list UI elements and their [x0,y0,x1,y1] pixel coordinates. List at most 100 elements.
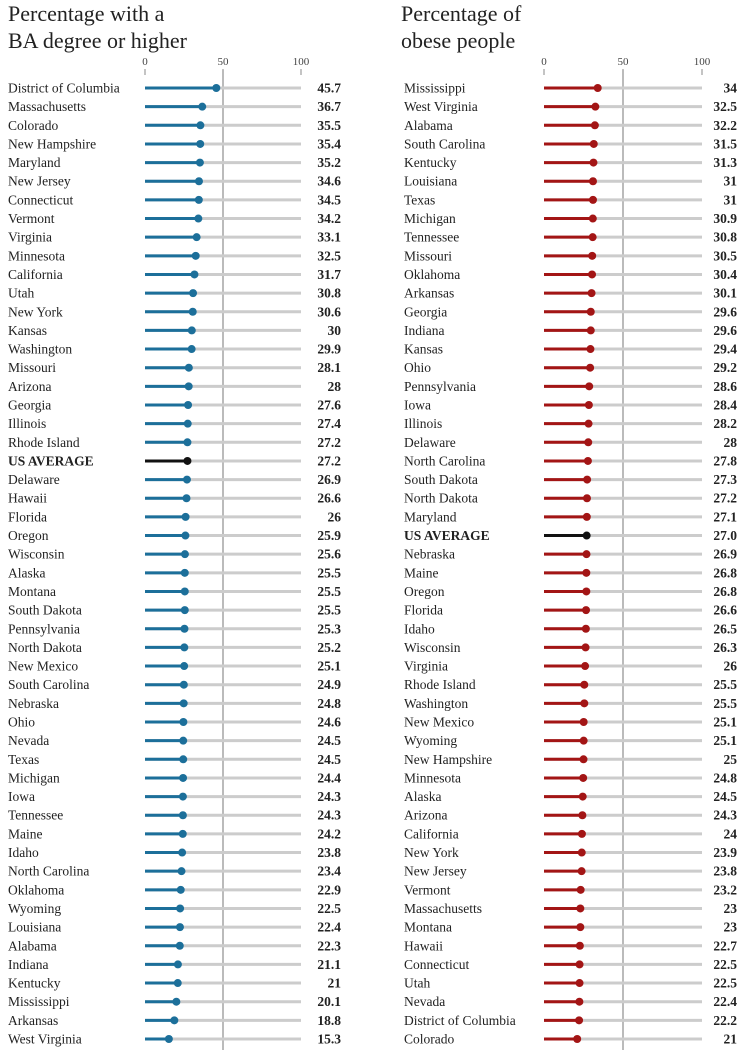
value-dot [581,643,590,652]
value-dot [177,867,186,876]
value-label: 24.3 [317,808,341,823]
us-average-dot [183,456,192,465]
state-label: Vermont [404,882,451,897]
value-label: 35.5 [317,118,341,133]
value-label: 23.9 [713,845,737,860]
state-label: West Virginia [8,1032,82,1047]
value-dot [180,568,189,577]
state-label: Oklahoma [8,882,64,897]
value-label: 30.8 [713,230,737,245]
state-label: Tennessee [8,808,63,823]
value-dot [589,158,598,167]
value-dot [181,512,190,521]
value-label: 28 [724,435,737,450]
state-label: New Mexico [8,659,78,674]
value-label: 15.3 [317,1032,341,1047]
state-label: North Carolina [404,453,485,468]
value-dot [582,587,591,596]
value-label: 22.5 [317,901,341,916]
state-label: Minnesota [404,770,461,785]
value-label: 27.3 [713,472,737,487]
state-label: District of Columbia [404,1013,516,1028]
value-label: 26.8 [713,565,737,580]
state-label: New York [404,845,459,860]
value-label: 32.5 [317,248,341,263]
value-dot [180,662,189,671]
state-label: Alaska [8,565,46,580]
state-label: Colorado [404,1032,454,1047]
value-dot [582,568,591,577]
value-dot [179,718,188,726]
value-dot [172,997,181,1006]
value-label: 23.8 [317,845,341,860]
obesity-chart: Percentage of obese people 0 50 100 Mississ… [398,0,737,1050]
state-label: Georgia [404,304,447,319]
value-label: 24.6 [317,715,341,730]
value-dot [191,251,200,260]
state-label: New Mexico [404,715,474,730]
state-label: Florida [404,603,443,618]
state-label: Idaho [404,621,435,636]
state-label: Nebraska [8,696,59,711]
value-dot [192,233,201,242]
value-label: 25.5 [713,677,737,692]
value-dot [173,960,182,969]
value-dot [194,177,203,186]
value-dot [578,811,587,820]
state-label: South Dakota [404,472,478,487]
state-label: Virginia [8,230,52,245]
state-label: South Carolina [8,677,89,692]
state-label: Arkansas [8,1013,58,1028]
value-dot [175,941,184,950]
state-label: Rhode Island [8,435,80,450]
value-label: 27.2 [317,435,341,450]
value-label: 24.3 [713,808,737,823]
value-label: 24.5 [317,733,341,748]
value-label: 27.8 [713,453,737,468]
value-label: 24.8 [317,696,341,711]
value-label: 23 [724,920,737,935]
state-label: Indiana [8,957,48,972]
value-dot [586,363,595,372]
state-label: Wyoming [404,733,457,748]
state-label: Minnesota [8,248,65,263]
state-label: District of Columbia [8,81,120,96]
value-dot [195,158,204,167]
value-label: 25.1 [317,659,341,674]
value-dot [593,84,602,92]
state-label: Texas [404,192,435,207]
value-label: 24.9 [317,677,341,692]
value-dot [582,512,591,521]
state-label: Iowa [8,789,35,804]
state-label: Iowa [404,398,431,413]
value-dot [581,662,590,671]
value-dot [170,1016,179,1025]
value-dot [577,829,586,838]
state-label: Louisiana [404,174,457,189]
value-dot [178,792,187,801]
value-dot [182,475,191,484]
value-dot [196,139,205,148]
value-dot [582,606,591,615]
value-dot [579,773,588,782]
value-dot [586,307,595,316]
value-label: 27.4 [317,416,341,431]
state-label: South Carolina [404,136,485,151]
state-label: Ohio [8,715,35,730]
value-label: 24.8 [713,770,737,785]
value-dot [180,550,189,559]
value-dot [579,736,588,745]
value-dot [178,848,187,857]
value-dot [196,121,205,130]
state-label: Alaska [404,789,442,804]
value-label: 25.1 [713,715,737,730]
state-label: Idaho [8,845,39,860]
value-label: 32.2 [713,118,737,133]
value-dot [582,494,591,503]
state-label: Wisconsin [404,640,461,655]
value-dot [176,904,185,913]
value-label: 33.1 [317,230,341,245]
value-dot [589,139,598,148]
value-dot [575,960,584,969]
value-label: 25.5 [713,696,737,711]
